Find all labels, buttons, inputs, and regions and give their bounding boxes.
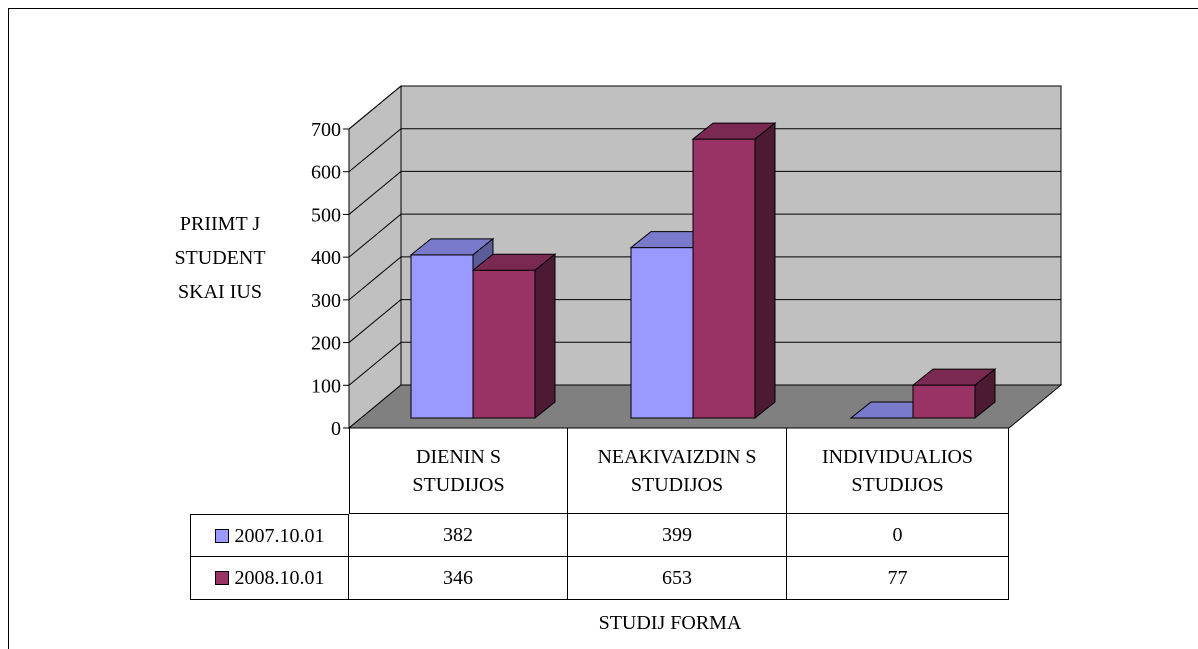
legend-swatch	[214, 571, 229, 585]
legend-swatch	[214, 528, 229, 543]
bar-side	[754, 122, 776, 420]
y-tick-label: 300	[311, 290, 341, 312]
bar	[630, 247, 694, 419]
y-tick-label: 500	[311, 204, 341, 226]
gridline-side	[348, 341, 402, 386]
y-tick-label: 600	[311, 162, 341, 184]
legend-cell-series-2: 2008.10.01	[190, 557, 349, 600]
category-label-line: STUDIJOS	[412, 473, 505, 496]
y-axis-label-line-2: STUDENT	[174, 247, 266, 269]
bar	[410, 254, 474, 419]
side-wall	[348, 84, 402, 430]
legend-label: 2008.10.01	[234, 567, 325, 589]
y-axis-label-line-3: SKAI IUS	[178, 281, 262, 303]
y-axis-label-line-1: PRIIMT J	[179, 213, 261, 235]
category-label-line: INDIVIDUALIOS	[821, 445, 974, 468]
y-tick-label: 100	[311, 375, 341, 397]
bar	[912, 384, 976, 419]
category-label-line: NEAKIVAIZDIN S	[597, 445, 757, 468]
gridline-side	[348, 213, 402, 258]
table-header-cell: DIENIN S STUDIJOS	[349, 428, 568, 514]
y-tick-label: 700	[311, 119, 341, 141]
table-value-cell: 653	[568, 557, 787, 600]
table-header-cell: INDIVIDUALIOS STUDIJOS	[787, 428, 1009, 514]
legend-label: 2007.10.01	[234, 524, 325, 547]
bar	[692, 138, 756, 419]
y-tick-label: 400	[311, 247, 341, 269]
bar	[472, 269, 536, 419]
table-value-cell: 0	[787, 514, 1009, 557]
gridline-side	[348, 256, 402, 301]
gridline-side	[348, 171, 402, 215]
chart-frame	[8, 8, 1198, 649]
category-label-line: STUDIJOS	[630, 473, 724, 496]
bar-side	[974, 368, 996, 420]
y-tick-label: 200	[311, 333, 341, 355]
table-value-cell: 77	[787, 557, 1009, 600]
table-value-cell: 346	[349, 557, 568, 600]
category-label-line: DIENIN S	[416, 445, 501, 468]
legend-cell-series-1: 2007.10.01	[190, 514, 349, 557]
gridline-side	[348, 128, 402, 173]
y-tick-label: 0	[331, 418, 341, 440]
bar-side	[534, 253, 556, 420]
gridline-side	[348, 85, 402, 130]
x-axis-label: STUDIJ FORMA	[598, 612, 742, 634]
category-label-line: STUDIJOS	[851, 473, 944, 496]
table-value-cell: 382	[349, 514, 568, 557]
table-value-cell: 399	[568, 514, 787, 557]
gridline-side	[348, 299, 402, 343]
table-header-cell: NEAKIVAIZDIN S STUDIJOS	[568, 428, 787, 514]
